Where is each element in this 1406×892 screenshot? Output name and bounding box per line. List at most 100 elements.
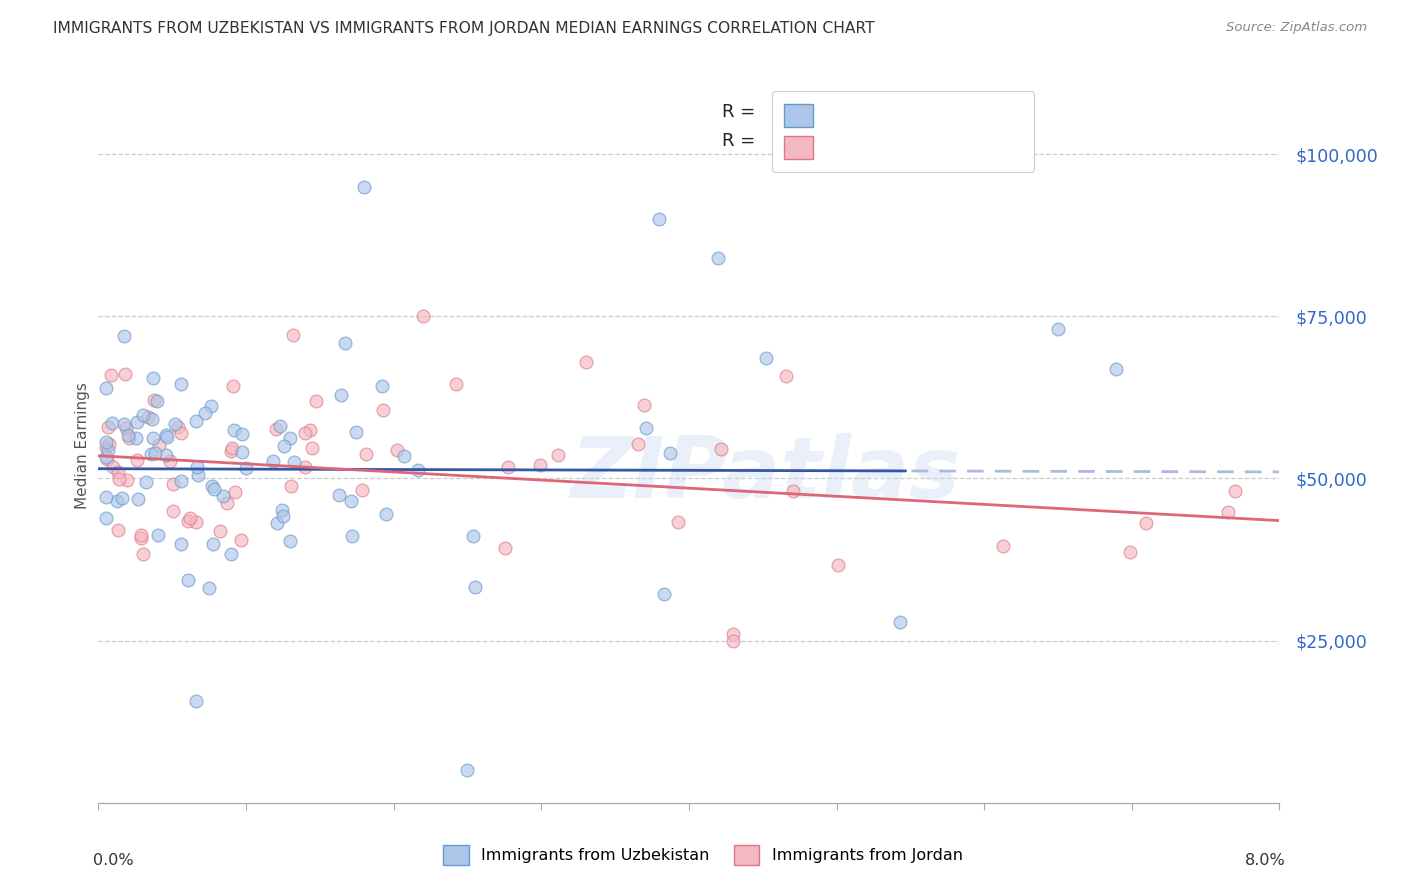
Point	[373, 403, 395, 417]
Point	[94, 450, 117, 465]
Point	[1046, 322, 1070, 336]
Point	[271, 508, 294, 523]
Point	[1119, 544, 1142, 558]
Point	[529, 458, 551, 472]
Point	[723, 627, 745, 641]
Point	[101, 459, 124, 474]
Point	[94, 434, 117, 449]
Point	[169, 537, 191, 551]
Point	[114, 421, 136, 435]
Point	[194, 406, 217, 420]
Point	[387, 443, 409, 458]
Point	[165, 417, 187, 431]
Point	[340, 494, 363, 508]
Point	[118, 430, 141, 444]
Point	[221, 441, 243, 455]
Point	[127, 492, 149, 507]
Point	[889, 615, 911, 630]
Text: R =: R =	[723, 103, 761, 121]
Point	[329, 387, 352, 401]
Point	[305, 394, 328, 409]
Point	[111, 491, 134, 505]
Text: Source: ZipAtlas.com: Source: ZipAtlas.com	[1226, 21, 1367, 35]
Point	[141, 411, 163, 425]
Point	[231, 427, 253, 442]
Point	[271, 502, 294, 516]
Point	[215, 495, 238, 509]
Point	[262, 454, 284, 468]
Point	[202, 483, 225, 497]
Point	[212, 489, 235, 503]
Point	[162, 477, 184, 491]
Point	[132, 547, 155, 561]
Point	[117, 428, 139, 442]
Point	[496, 460, 519, 475]
Point	[1225, 484, 1247, 499]
Point	[446, 376, 468, 391]
Point	[117, 473, 139, 487]
Point	[464, 580, 486, 594]
Point	[219, 547, 242, 561]
Text: -0.161: -0.161	[775, 132, 832, 150]
Text: 80: 80	[882, 103, 907, 121]
Point	[94, 490, 117, 504]
Point	[200, 399, 222, 413]
Legend: R =  -0.010    N = 80, R =   -0.161    N = 68: R = -0.010 N = 80, R = -0.161 N = 68	[772, 91, 1035, 172]
Point	[142, 431, 165, 445]
Text: R =: R =	[723, 132, 761, 150]
Point	[177, 574, 200, 588]
Point	[264, 422, 287, 436]
Point	[96, 452, 118, 467]
Point	[294, 425, 316, 440]
Point	[575, 354, 598, 368]
Point	[112, 329, 135, 343]
Point	[1135, 516, 1157, 531]
Point	[301, 441, 323, 455]
Text: 8.0%: 8.0%	[1244, 853, 1285, 868]
Point	[1216, 506, 1239, 520]
Text: N =: N =	[834, 132, 886, 150]
Point	[280, 479, 302, 493]
Point	[162, 504, 184, 518]
Point	[266, 516, 288, 530]
Point	[170, 474, 193, 488]
Point	[636, 420, 658, 434]
Point	[129, 528, 152, 542]
Point	[155, 448, 177, 462]
Point	[100, 368, 122, 382]
Point	[170, 376, 193, 391]
Point	[101, 417, 124, 431]
Point	[197, 581, 219, 595]
Point	[392, 449, 415, 463]
Point	[633, 398, 655, 412]
Point	[235, 461, 257, 475]
Point	[148, 528, 170, 542]
Text: 68: 68	[882, 132, 907, 150]
Point	[406, 463, 429, 477]
Point	[666, 515, 689, 529]
Point	[723, 633, 745, 648]
Point	[146, 393, 169, 408]
Point	[652, 587, 675, 601]
Point	[219, 443, 242, 458]
Point	[94, 440, 117, 454]
Point	[457, 764, 479, 778]
Legend: Immigrants from Uzbekistan, Immigrants from Jordan: Immigrants from Uzbekistan, Immigrants f…	[437, 838, 969, 871]
Point	[354, 447, 377, 461]
Point	[159, 454, 181, 468]
Point	[710, 442, 733, 456]
Point	[139, 447, 162, 461]
Point	[114, 367, 136, 381]
Y-axis label: Median Earnings: Median Earnings	[75, 383, 90, 509]
Point	[136, 409, 159, 424]
Point	[143, 446, 166, 460]
Text: ZIPatlas: ZIPatlas	[571, 433, 960, 516]
Point	[231, 533, 253, 548]
Point	[125, 431, 148, 445]
Point	[283, 455, 305, 469]
Point	[108, 472, 131, 486]
Point	[202, 537, 225, 551]
Point	[143, 392, 166, 407]
Point	[94, 511, 117, 525]
Point	[658, 446, 681, 460]
